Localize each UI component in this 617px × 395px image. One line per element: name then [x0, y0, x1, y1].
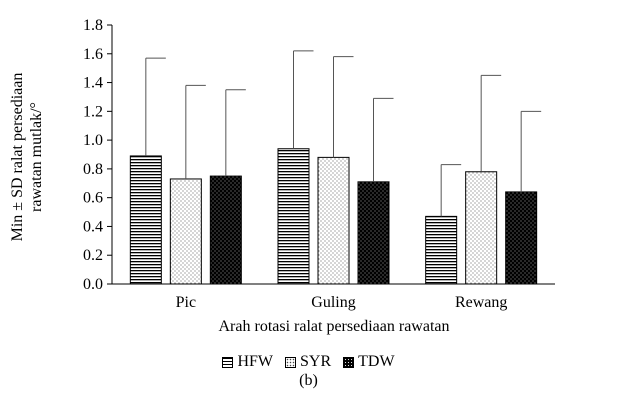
legend: HFW SYR TDW [0, 353, 617, 373]
y-tick-label: 0.6 [83, 190, 103, 207]
plot-area: 0.0 0.2 0.4 0.6 0.8 1.0 1.2 1.4 1.6 1.8 Pic Guling R… [83, 17, 555, 311]
x-axis-label: Arah rotasi ralat persediaan rawatan [219, 318, 450, 335]
y-tick-label: 1.2 [83, 103, 103, 120]
bar-hfw [129, 155, 162, 285]
legend-item-syr: SYR [285, 353, 331, 371]
legend-label-tdw: TDW [358, 353, 395, 370]
y-axis-label-line1: Min ± SD ralat persediaan [9, 73, 26, 242]
x-tick-label: Guling [311, 294, 355, 311]
legend-item-tdw: TDW [343, 353, 395, 371]
y-tick-label: 0.2 [83, 247, 103, 264]
y-tick-label: 1.0 [83, 132, 103, 149]
x-tick-label: Rewang [455, 294, 507, 311]
bar-hfw [277, 148, 310, 285]
y-tick-label: 1.6 [83, 46, 103, 63]
y-tick-label: 1.4 [83, 75, 103, 92]
bar-syr [465, 171, 498, 285]
y-tick-label: 0.8 [83, 161, 103, 178]
y-axis-label-line2: rawatan mutlak/° [28, 102, 45, 212]
bar-syr [317, 156, 350, 285]
figure-caption: (b) [299, 372, 318, 389]
bar-hfw [425, 215, 458, 285]
y-tick-label: 0.0 [83, 276, 103, 293]
bar-tdw [209, 175, 242, 285]
bar-tdw [505, 191, 538, 285]
legend-swatch-syr [285, 356, 296, 368]
y-tick-label: 1.8 [83, 17, 103, 34]
legend-item-hfw: HFW [222, 353, 273, 371]
legend-swatch-tdw [343, 356, 355, 368]
legend-label-syr: SYR [300, 353, 332, 370]
bar-tdw [357, 181, 390, 285]
y-tick-label: 0.4 [83, 218, 103, 235]
legend-label-hfw: HFW [237, 353, 273, 370]
bar-syr [169, 178, 202, 285]
x-tick-label: Pic [176, 294, 196, 311]
legend-swatch-hfw [222, 356, 234, 368]
